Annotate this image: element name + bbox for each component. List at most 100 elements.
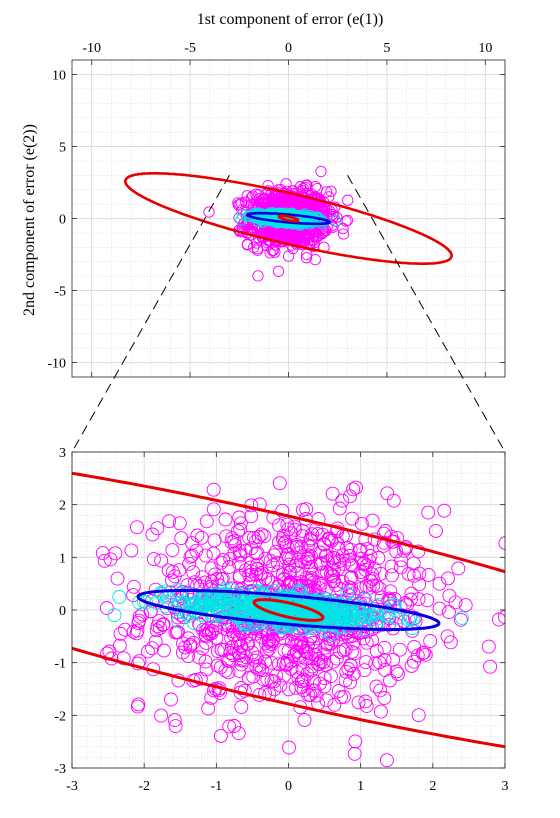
- magenta-point: [267, 682, 282, 697]
- magenta-point: [269, 246, 281, 258]
- magenta-point: [244, 541, 259, 556]
- magenta-point: [284, 550, 299, 565]
- magenta-point: [261, 634, 276, 649]
- cyan-point: [365, 608, 380, 623]
- magenta-point: [146, 552, 161, 567]
- magenta-point: [342, 194, 354, 206]
- magenta-point: [365, 567, 380, 582]
- magenta-point: [373, 683, 388, 698]
- magenta-point: [199, 635, 214, 650]
- magenta-point: [233, 648, 248, 663]
- magenta-point: [371, 551, 386, 565]
- y-tick-label: -2: [54, 709, 66, 724]
- magenta-point: [365, 513, 380, 528]
- magenta-point: [241, 239, 254, 251]
- magenta-point: [379, 753, 394, 768]
- magenta-point: [301, 548, 316, 563]
- magenta-point: [359, 699, 374, 713]
- magenta-point: [325, 185, 337, 197]
- magenta-point: [183, 549, 198, 564]
- magenta-point: [300, 187, 312, 200]
- magenta-point: [230, 524, 245, 539]
- magenta-point: [172, 563, 187, 578]
- magenta-point: [174, 531, 189, 546]
- magenta-point: [265, 634, 280, 649]
- magenta-point: [326, 574, 341, 589]
- magenta-point: [113, 626, 128, 641]
- magenta-point: [168, 719, 183, 734]
- magenta-point: [251, 242, 264, 255]
- magenta-point: [280, 517, 295, 532]
- cyan-point: [249, 583, 264, 598]
- magenta-point: [380, 486, 395, 501]
- cyan-point: [389, 611, 404, 626]
- magenta-point: [442, 588, 457, 603]
- magenta-point: [406, 654, 421, 669]
- magenta-point: [423, 634, 438, 648]
- x-tick-label: -1: [210, 779, 222, 794]
- magenta-point: [287, 231, 299, 244]
- magenta-point: [369, 679, 384, 694]
- magenta-point: [279, 658, 294, 673]
- magenta-point: [299, 645, 314, 659]
- cyan-point: [356, 600, 371, 615]
- magenta-point: [199, 662, 214, 677]
- x-tick-label: 0: [285, 779, 292, 794]
- magenta-point: [279, 551, 293, 566]
- cyan-point: [112, 590, 127, 604]
- magenta-point: [206, 546, 221, 561]
- magenta-point: [373, 704, 388, 719]
- magenta-point: [198, 548, 213, 563]
- x-tick-label: 1: [357, 779, 364, 794]
- magenta-point: [357, 663, 372, 678]
- x-tick-label: -10: [82, 41, 101, 56]
- y-tick-label: 0: [59, 604, 66, 619]
- magenta-point: [411, 544, 426, 559]
- magenta-point: [317, 537, 332, 552]
- top-y-axis-label: 2nd component of error (e(2)): [21, 124, 38, 316]
- magenta-point: [432, 601, 447, 616]
- magenta-point: [295, 674, 310, 689]
- magenta-point: [326, 654, 341, 669]
- magenta-point: [130, 520, 144, 535]
- magenta-point: [206, 683, 221, 698]
- magenta-point: [216, 553, 231, 568]
- magenta-point: [210, 571, 224, 586]
- magenta-point: [301, 179, 313, 191]
- magenta-point: [294, 554, 308, 569]
- magenta-point: [264, 247, 276, 259]
- x-tick-label: -3: [66, 779, 78, 794]
- magenta-point: [145, 641, 160, 656]
- magenta-point: [403, 592, 418, 607]
- magenta-point: [384, 559, 399, 574]
- magenta-point: [417, 645, 431, 660]
- magenta-point: [291, 648, 306, 663]
- cyan-point: [356, 609, 371, 624]
- magenta-point: [213, 660, 228, 675]
- cyan-point: [340, 586, 355, 601]
- magenta-point: [349, 480, 363, 495]
- magenta-point: [241, 671, 256, 685]
- magenta-point: [258, 654, 272, 669]
- magenta-point: [242, 568, 257, 583]
- magenta-point: [239, 650, 254, 665]
- magenta-point: [183, 637, 198, 652]
- magenta-point: [276, 631, 291, 646]
- top-plot-area: 1st component of error (e(1)) 2nd compon…: [21, 11, 506, 378]
- cyan-point: [266, 583, 281, 598]
- magenta-point: [344, 644, 359, 659]
- magenta-point: [453, 612, 468, 627]
- magenta-point: [325, 486, 340, 501]
- magenta-point: [207, 533, 222, 548]
- magenta-point: [281, 643, 296, 658]
- x-tick-label: 10: [478, 41, 492, 56]
- y-tick-label: -1: [54, 657, 66, 672]
- magenta-point: [374, 590, 389, 605]
- magenta-point: [305, 683, 320, 698]
- y-tick-label: 0: [59, 213, 66, 228]
- magenta-point: [336, 643, 351, 658]
- magenta-point: [201, 701, 216, 716]
- magenta-point: [148, 634, 163, 649]
- magenta-point: [383, 673, 397, 688]
- magenta-point: [198, 654, 213, 669]
